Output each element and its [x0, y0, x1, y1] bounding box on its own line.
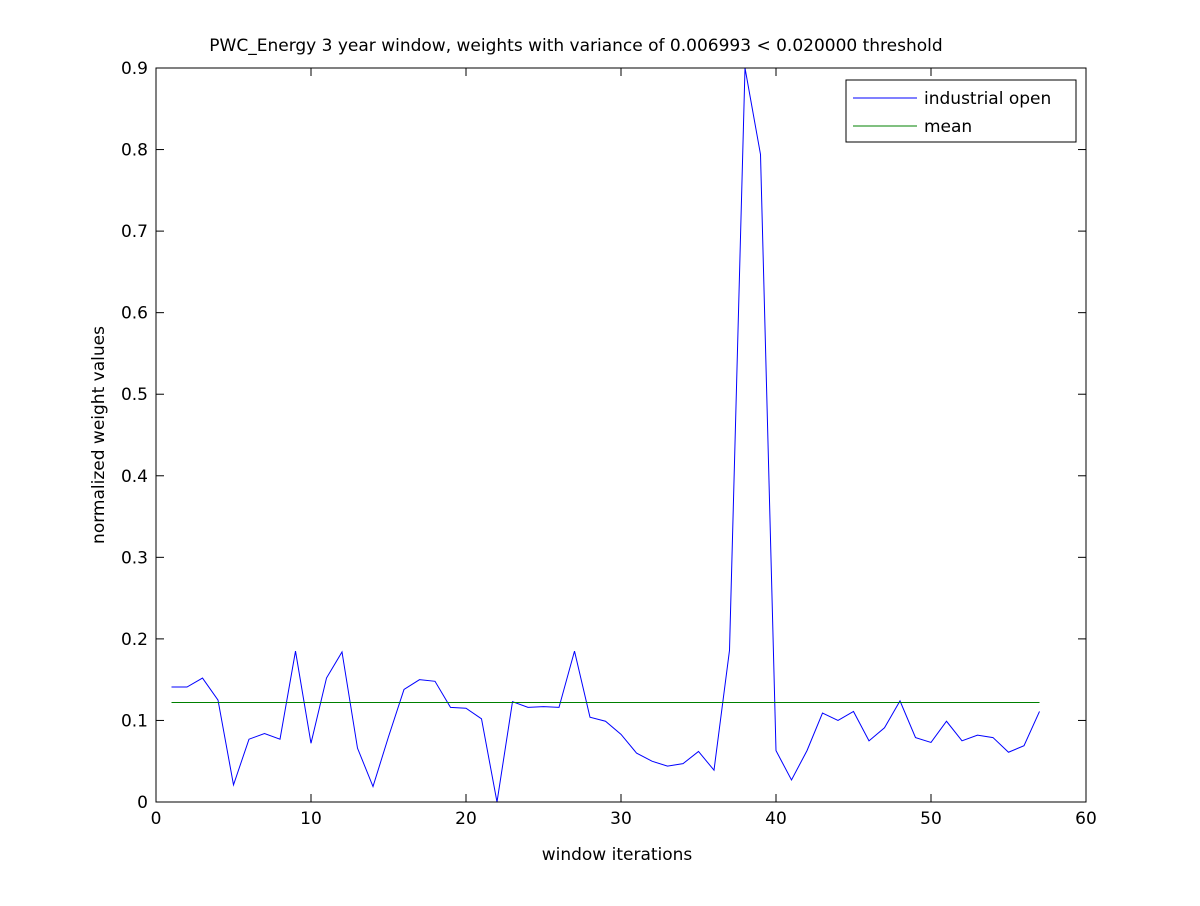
legend: industrial open mean	[845, 79, 1077, 143]
y-tick-label: 0.9	[121, 59, 148, 79]
plot-area-frame	[155, 67, 1087, 803]
y-tick-label: 0	[137, 793, 148, 813]
legend-box	[845, 79, 1077, 143]
x-tick-label: 40	[765, 809, 787, 829]
y-tick-label: 0.6	[121, 304, 148, 324]
chart-title: PWC_Energy 3 year window, weights with v…	[209, 36, 942, 56]
legend-label: industrial open	[924, 89, 1051, 109]
series-line-industrial-open	[171, 67, 1040, 803]
x-tick-label: 30	[610, 809, 632, 829]
y-tick-label: 0.7	[121, 222, 148, 242]
y-tick-label: 0.4	[121, 467, 148, 487]
legend-label: mean	[924, 117, 972, 137]
y-tick-label: 0.1	[121, 711, 148, 731]
x-tick-label: 50	[920, 809, 942, 829]
x-tick-label: 10	[300, 809, 322, 829]
x-tick-label: 20	[455, 809, 477, 829]
y-tick-label: 0.3	[121, 548, 148, 568]
y-tick-label: 0.5	[121, 385, 148, 405]
y-tick-label: 0.8	[121, 141, 148, 161]
x-tick-label: 0	[151, 809, 162, 829]
x-tick-label: 60	[1075, 809, 1097, 829]
x-axis-label: window iterations	[542, 845, 693, 865]
y-axis-label: normalized weight values	[89, 326, 109, 544]
y-tick-label: 0.2	[121, 630, 148, 650]
